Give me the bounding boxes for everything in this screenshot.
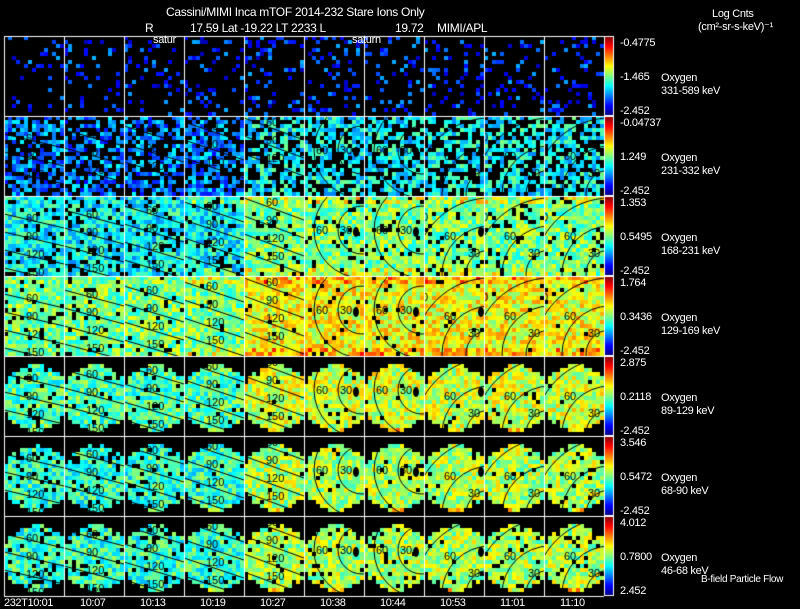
plot-title: Cassini/MIMI Inca mTOF 2014-232 Stare Io… bbox=[166, 5, 425, 19]
info-values: 17.59 Lat -19.22 LT 2233 L bbox=[190, 21, 326, 35]
info-org: MIMI/APL bbox=[437, 21, 488, 35]
saturn-label-2: saturn bbox=[352, 34, 381, 46]
info-l-value: 19.72 bbox=[395, 21, 424, 35]
saturn-label-1: satur bbox=[153, 34, 176, 46]
footer-note: B-field Particle Flow bbox=[701, 574, 784, 585]
info-r-label: R bbox=[145, 21, 154, 35]
units-line-1: Log Cnts bbox=[712, 8, 754, 20]
units-line-2: (cm²-sr-s-keV)⁻¹ bbox=[698, 21, 773, 33]
